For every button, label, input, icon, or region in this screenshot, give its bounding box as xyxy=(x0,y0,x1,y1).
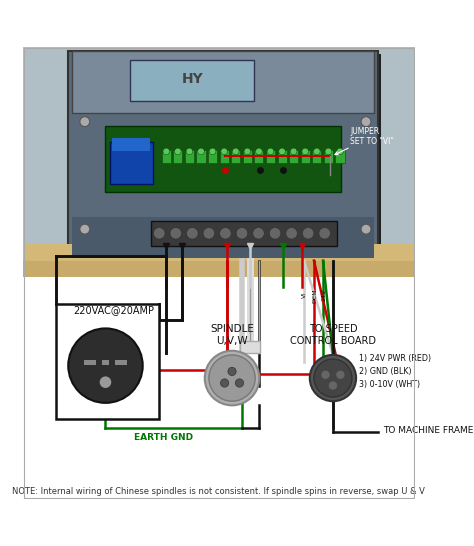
Bar xyxy=(162,150,171,163)
Text: HY: HY xyxy=(182,72,203,86)
Circle shape xyxy=(80,224,90,234)
Circle shape xyxy=(279,148,285,155)
Circle shape xyxy=(205,351,259,405)
Bar xyxy=(278,150,287,163)
Circle shape xyxy=(219,228,231,239)
Circle shape xyxy=(80,117,90,127)
Bar xyxy=(336,150,345,163)
Text: NOTE: Internal wiring of Chinese spindles is not consistent. If spindle spins in: NOTE: Internal wiring of Chinese spindle… xyxy=(12,487,425,496)
Bar xyxy=(23,260,415,490)
Bar xyxy=(266,150,275,163)
Circle shape xyxy=(313,148,320,155)
Bar xyxy=(73,51,374,114)
Bar xyxy=(185,150,194,163)
Circle shape xyxy=(328,381,337,390)
Bar xyxy=(312,150,321,163)
Circle shape xyxy=(269,228,281,239)
Circle shape xyxy=(255,148,262,155)
Bar xyxy=(240,341,260,353)
Circle shape xyxy=(236,379,244,387)
Circle shape xyxy=(163,148,170,155)
Circle shape xyxy=(187,228,198,239)
Bar xyxy=(68,51,378,260)
Bar xyxy=(102,360,109,365)
Text: SPINDLE
U,V,W: SPINDLE U,V,W xyxy=(210,324,254,346)
Bar xyxy=(106,126,341,192)
Circle shape xyxy=(314,359,352,397)
Circle shape xyxy=(210,148,216,155)
Circle shape xyxy=(170,228,182,239)
Bar xyxy=(23,47,415,260)
Bar xyxy=(23,260,415,277)
Bar xyxy=(112,138,150,151)
Circle shape xyxy=(232,148,239,155)
Bar xyxy=(324,150,333,163)
Circle shape xyxy=(325,148,332,155)
Bar xyxy=(115,360,127,365)
Bar xyxy=(84,360,96,365)
Circle shape xyxy=(209,355,255,401)
Circle shape xyxy=(321,370,330,379)
Circle shape xyxy=(154,228,165,239)
Circle shape xyxy=(267,148,274,155)
Bar xyxy=(196,150,206,163)
Bar xyxy=(255,150,264,163)
Circle shape xyxy=(310,355,356,401)
Circle shape xyxy=(236,228,248,239)
Bar xyxy=(151,221,337,246)
Circle shape xyxy=(220,379,229,387)
Circle shape xyxy=(302,148,309,155)
Bar xyxy=(130,60,255,101)
Circle shape xyxy=(68,329,143,403)
Circle shape xyxy=(319,228,330,239)
Circle shape xyxy=(198,148,204,155)
Bar xyxy=(109,143,153,183)
Circle shape xyxy=(174,148,181,155)
Text: 220VAC@20AMP: 220VAC@20AMP xyxy=(73,305,154,315)
Bar xyxy=(71,54,381,263)
Bar xyxy=(73,217,374,258)
Circle shape xyxy=(186,148,193,155)
Text: 24V: 24V xyxy=(321,289,327,301)
Circle shape xyxy=(100,376,111,388)
Circle shape xyxy=(244,148,251,155)
Bar xyxy=(56,304,159,419)
Circle shape xyxy=(286,228,297,239)
Circle shape xyxy=(291,148,297,155)
Circle shape xyxy=(253,228,264,239)
Circle shape xyxy=(337,148,343,155)
Text: VI: VI xyxy=(302,292,307,299)
Bar xyxy=(23,244,415,260)
Bar xyxy=(231,150,240,163)
Bar xyxy=(219,150,229,163)
Text: TO MACHINE FRAME: TO MACHINE FRAME xyxy=(383,426,473,435)
Bar xyxy=(301,150,310,163)
Circle shape xyxy=(228,367,236,376)
Bar xyxy=(208,150,217,163)
Text: 1) 24V PWR (RED)
2) GND (BLK)
3) 0-10V (WHT): 1) 24V PWR (RED) 2) GND (BLK) 3) 0-10V (… xyxy=(359,354,431,389)
Text: JUMPER
SET TO "VI": JUMPER SET TO "VI" xyxy=(335,127,394,155)
Circle shape xyxy=(221,148,228,155)
Text: EARTH GND: EARTH GND xyxy=(134,433,193,442)
Text: TO SPEED
CONTROL BOARD: TO SPEED CONTROL BOARD xyxy=(290,324,376,346)
Bar xyxy=(173,150,182,163)
Circle shape xyxy=(361,224,371,234)
Bar xyxy=(289,150,298,163)
Bar xyxy=(243,150,252,163)
Circle shape xyxy=(361,117,371,127)
Circle shape xyxy=(203,228,215,239)
Circle shape xyxy=(302,228,314,239)
Circle shape xyxy=(336,370,345,379)
Text: DCM: DCM xyxy=(312,288,317,302)
